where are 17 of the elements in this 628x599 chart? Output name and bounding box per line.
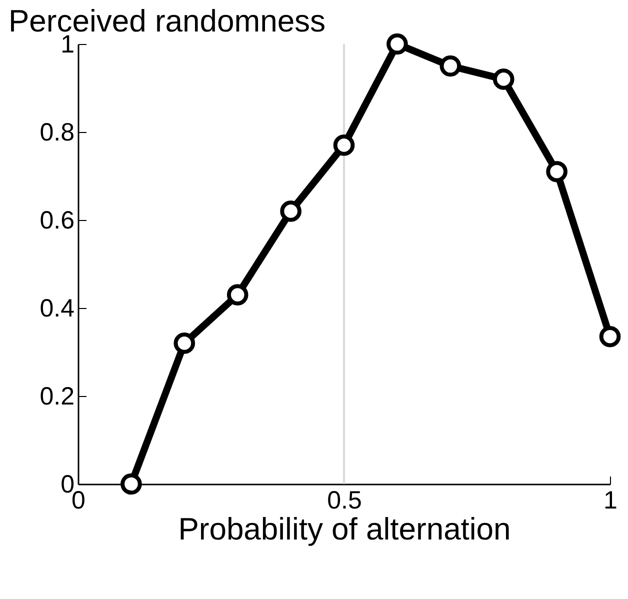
x-tick-label: 0.5 <box>327 486 362 514</box>
point <box>386 33 408 55</box>
y-tick-label: 0.4 <box>40 294 75 322</box>
y-tick-label: 0.2 <box>40 382 74 410</box>
point <box>226 284 248 306</box>
point <box>174 332 196 354</box>
point <box>440 55 462 77</box>
point <box>333 134 355 156</box>
point <box>492 68 514 90</box>
point <box>120 473 142 495</box>
x-axis-title: Probability of alternation <box>178 512 511 546</box>
point <box>280 200 302 222</box>
y-tick-label: 0.6 <box>40 206 74 234</box>
x-tick-label: 1 <box>604 486 618 514</box>
point <box>546 160 568 182</box>
y-tick-label: 0.8 <box>40 118 74 146</box>
point <box>599 326 621 348</box>
